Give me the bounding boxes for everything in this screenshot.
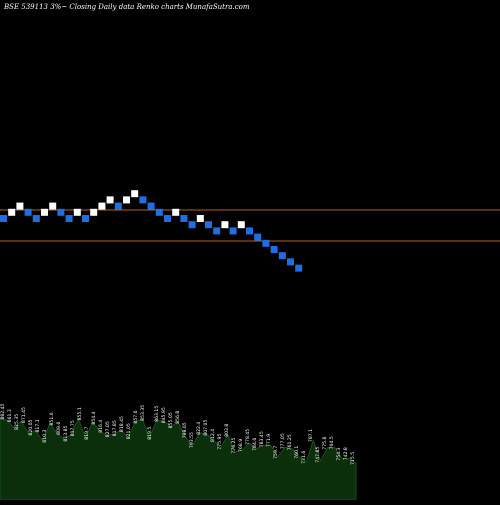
volume-label: 854.4 <box>91 411 97 424</box>
renko-brick-up <box>49 202 57 210</box>
volume-label: 819.5 <box>147 427 153 440</box>
renko-brick-down <box>57 208 65 216</box>
volume-label: 822.4 <box>196 422 202 435</box>
volume-label: 853.35 <box>140 405 146 421</box>
renko-brick-down <box>114 202 122 210</box>
volume-label: 817.85 <box>112 420 118 436</box>
volume-label: 851.6 <box>49 412 55 425</box>
renko-brick-down <box>82 215 89 222</box>
volume-label: 845.95 <box>161 407 167 423</box>
volume-area-shape <box>0 417 357 501</box>
volume-label: 803.8 <box>224 424 230 437</box>
volume-label: 807.05 <box>203 420 209 436</box>
volume-label: 819.7 <box>84 426 90 439</box>
renko-brick-down <box>287 258 294 266</box>
volume-label: 747.85 <box>315 447 321 463</box>
renko-brick-up <box>41 208 48 216</box>
volume-label: 818.45 <box>119 416 125 432</box>
volume-label: 742.8 <box>343 447 349 460</box>
volume-label: 863.15 <box>154 406 160 422</box>
volume-label: 784.6 <box>252 438 258 451</box>
renko-brick-up <box>98 202 106 210</box>
renko-brick-down <box>213 227 221 235</box>
renko-brick-down <box>0 215 7 222</box>
volume-label: 821.05 <box>126 423 132 439</box>
volume-label: 813.85 <box>63 425 69 441</box>
volume-label: 855.1 <box>77 407 83 420</box>
volume-label: 817.1 <box>35 419 41 432</box>
chart-title: BSE 539113 3%~ Closing Daily data Renko … <box>3 3 250 11</box>
volume-label: 754.3 <box>336 447 342 460</box>
volume-label: 857.6 <box>133 410 139 423</box>
volume-label: 731.6 <box>301 451 307 464</box>
volume-label: 761.25 <box>287 434 293 450</box>
renko-brick-down <box>246 227 253 235</box>
renko-brick-down <box>180 215 188 222</box>
volume-label: 861.3 <box>7 409 13 422</box>
volume-label: 827.05 <box>105 421 111 437</box>
renko-brick-down <box>270 246 278 253</box>
volume-label: 820.05 <box>28 419 34 435</box>
volume-label: 768.9 <box>238 439 244 452</box>
volume-label: 775.95 <box>217 434 223 450</box>
volume-label: 778.45 <box>245 429 251 445</box>
renko-brick-up <box>16 202 24 210</box>
volume-label: 793.55 <box>189 432 195 448</box>
renko-brick-up <box>106 196 114 204</box>
volume-label: 764.5 <box>329 436 335 449</box>
renko-brick-down <box>205 221 212 229</box>
renko-brick-down <box>229 227 237 235</box>
renko-brick-up <box>131 190 139 198</box>
renko-brick-up <box>8 208 16 216</box>
renko-brick-down <box>262 239 270 247</box>
price-level-lines <box>0 209 500 242</box>
volume-label: 776.25 <box>231 437 237 453</box>
volume-area <box>0 417 357 501</box>
volume-label: 760.1 <box>294 446 300 459</box>
volume-label: 882.45 <box>0 403 6 419</box>
renko-brick-up <box>123 196 130 204</box>
renko-brick-down <box>278 252 286 260</box>
renko-brick-down <box>147 202 155 210</box>
renko-brick-up <box>90 208 98 216</box>
volume-label: 759.7 <box>273 446 279 459</box>
volume-label: 775.8 <box>322 436 328 449</box>
volume-label: 825.35 <box>14 414 20 430</box>
renko-brick-down <box>164 215 171 222</box>
renko-brick-down <box>188 221 196 229</box>
renko-brick-down <box>32 215 40 222</box>
renko-brick-up <box>73 208 81 216</box>
volume-label: 798.65 <box>182 422 188 438</box>
volume-label: 783.45 <box>259 431 265 447</box>
volume-label: 777.05 <box>280 433 286 449</box>
renko-brick-up <box>172 208 180 216</box>
renko-brick-up <box>237 221 245 229</box>
volume-label: 817.75 <box>70 420 76 436</box>
volume-label: 856.8 <box>175 411 181 424</box>
renko-brick-up <box>221 221 229 229</box>
renko-brick-down <box>65 215 73 222</box>
volume-label: 771.9 <box>266 434 272 447</box>
renko-brick-down <box>24 208 32 216</box>
volume-label: 787.1 <box>308 429 314 442</box>
renko-brick-down <box>155 208 163 216</box>
volume-label: 855.05 <box>168 412 174 428</box>
volume-label: 810.3 <box>42 429 48 442</box>
renko-brick-down <box>254 233 262 241</box>
volume-label: 871.45 <box>21 407 27 423</box>
renko-brick-up <box>196 215 204 222</box>
renko-brick-down <box>295 264 303 272</box>
renko-bricks <box>0 190 303 272</box>
volume-label: 715.5 <box>350 452 356 465</box>
volume-label: 816.4 <box>98 420 104 433</box>
volume-label: 812.4 <box>210 429 216 442</box>
renko-brick-down <box>139 196 147 204</box>
volume-label: 809.6 <box>56 422 62 435</box>
